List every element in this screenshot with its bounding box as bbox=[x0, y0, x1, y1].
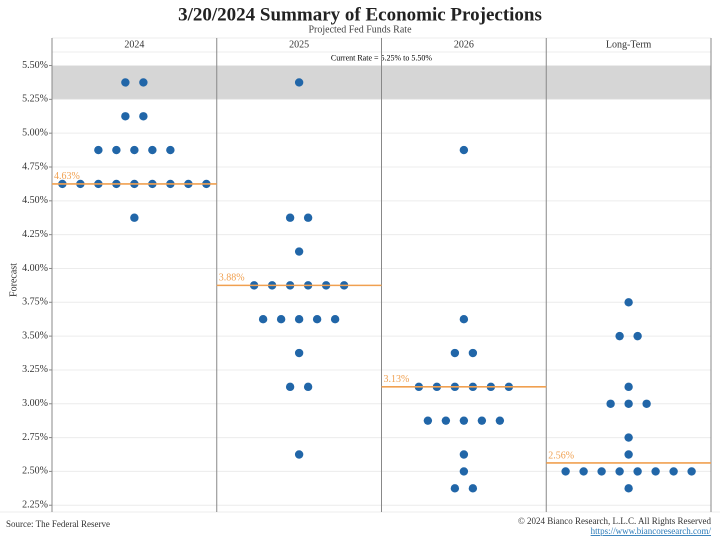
dot bbox=[139, 112, 148, 121]
dot bbox=[139, 78, 148, 87]
dot bbox=[459, 450, 469, 459]
website-link[interactable]: https://www.biancoresearch.com/ bbox=[591, 526, 712, 536]
dot bbox=[112, 145, 121, 155]
y-tick-label: 2.75% bbox=[22, 432, 48, 443]
median-label: 3.88% bbox=[219, 273, 245, 284]
dot bbox=[312, 315, 322, 324]
dot bbox=[633, 467, 642, 476]
dot bbox=[130, 213, 139, 222]
chart-subtitle: Projected Fed Funds Rate bbox=[308, 24, 412, 35]
dot bbox=[651, 467, 660, 476]
y-tick-label: 4.00% bbox=[22, 263, 48, 274]
dot bbox=[624, 484, 633, 493]
dot bbox=[459, 467, 469, 476]
dot bbox=[285, 213, 295, 222]
dot bbox=[468, 348, 478, 358]
dot bbox=[294, 247, 304, 256]
dot bbox=[294, 450, 304, 459]
dot bbox=[121, 78, 130, 87]
source: Source: The Federal Reserve bbox=[6, 519, 110, 529]
y-tick-label: 5.00% bbox=[22, 127, 48, 138]
dot bbox=[624, 382, 633, 392]
dot bbox=[276, 315, 286, 324]
y-tick-label: 4.25% bbox=[22, 229, 48, 240]
dot bbox=[615, 467, 624, 476]
dot bbox=[459, 145, 469, 155]
dot bbox=[624, 298, 633, 307]
y-tick-label: 3.75% bbox=[22, 297, 48, 308]
y-tick-label: 3.25% bbox=[22, 364, 48, 375]
dot bbox=[642, 399, 651, 408]
median-label: 3.13% bbox=[384, 374, 410, 385]
dot bbox=[294, 78, 304, 87]
dot bbox=[294, 315, 304, 324]
dot bbox=[495, 416, 505, 425]
dot bbox=[579, 467, 588, 476]
panel-header: 2025 bbox=[289, 39, 309, 50]
dot bbox=[330, 315, 340, 324]
dot bbox=[597, 467, 606, 476]
dot bbox=[450, 348, 460, 358]
dot bbox=[285, 382, 295, 392]
dot bbox=[477, 416, 487, 425]
dot bbox=[148, 145, 157, 155]
dot bbox=[459, 315, 469, 324]
dot bbox=[130, 145, 139, 155]
panel-header: Long-Term bbox=[606, 39, 652, 50]
dot bbox=[94, 145, 103, 155]
dot bbox=[624, 450, 633, 459]
dot bbox=[294, 348, 304, 358]
panel-header: 2024 bbox=[124, 39, 144, 50]
y-tick-label: 3.00% bbox=[22, 398, 48, 409]
dot bbox=[423, 416, 433, 425]
dot bbox=[687, 467, 696, 476]
dot bbox=[121, 112, 130, 121]
y-tick-label: 5.25% bbox=[22, 94, 48, 105]
dot bbox=[624, 433, 633, 442]
y-tick-label: 4.50% bbox=[22, 195, 48, 206]
median-label: 4.63% bbox=[54, 171, 80, 182]
y-tick-label: 4.75% bbox=[22, 161, 48, 172]
dot bbox=[459, 416, 469, 425]
dot bbox=[303, 213, 313, 222]
dot bbox=[561, 467, 570, 476]
dot bbox=[258, 315, 268, 324]
chart-title: 3/20/2024 Summary of Economic Projection… bbox=[178, 4, 542, 25]
y-tick-label: 3.50% bbox=[22, 330, 48, 341]
dot bbox=[441, 416, 451, 425]
y-axis-label: Forecast bbox=[8, 263, 19, 297]
y-tick-label: 2.50% bbox=[22, 466, 48, 477]
dot bbox=[633, 331, 642, 341]
dot bbox=[450, 484, 460, 493]
copyright: © 2024 Bianco Research, L.L.C. All Right… bbox=[518, 516, 712, 526]
median-label: 2.56% bbox=[548, 450, 574, 461]
dot bbox=[615, 331, 624, 341]
dot bbox=[303, 382, 313, 392]
dot bbox=[669, 467, 678, 476]
dot bbox=[624, 399, 633, 408]
panel-header: 2026 bbox=[454, 39, 474, 50]
dot bbox=[606, 399, 615, 408]
y-tick-label: 5.50% bbox=[22, 60, 48, 71]
dot bbox=[166, 145, 175, 155]
dot bbox=[468, 484, 478, 493]
y-tick-label: 2.25% bbox=[22, 500, 48, 511]
